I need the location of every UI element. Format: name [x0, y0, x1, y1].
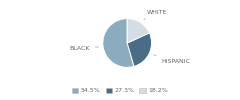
Wedge shape [127, 19, 149, 43]
Text: HISPANIC: HISPANIC [154, 55, 191, 64]
Text: BLACK: BLACK [69, 46, 98, 51]
Text: WHITE: WHITE [144, 10, 168, 20]
Wedge shape [103, 19, 134, 67]
Legend: 54.5%, 27.3%, 18.2%: 54.5%, 27.3%, 18.2% [70, 85, 170, 96]
Wedge shape [127, 33, 152, 66]
